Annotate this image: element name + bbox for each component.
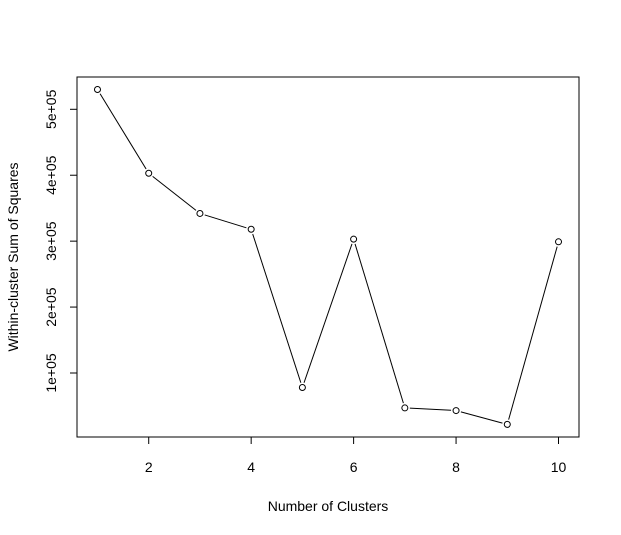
plot-frame bbox=[76, 76, 580, 438]
y-tick-label: 1e+05 bbox=[43, 353, 59, 393]
x-axis-label: Number of Clusters bbox=[268, 498, 389, 514]
y-axis-label: Within-cluster Sum of Squares bbox=[5, 162, 21, 351]
y-tick-label: 3e+05 bbox=[43, 221, 59, 261]
data-point bbox=[555, 238, 563, 246]
data-point bbox=[503, 420, 511, 428]
series bbox=[93, 86, 563, 428]
series-line-segment bbox=[508, 246, 558, 420]
y-tick-label: 4e+05 bbox=[43, 155, 59, 195]
x-tick-label: 8 bbox=[452, 459, 460, 475]
data-point bbox=[401, 404, 409, 412]
data-point bbox=[247, 225, 255, 233]
series-line-segment bbox=[303, 243, 353, 383]
x-tick-label: 10 bbox=[551, 459, 567, 475]
data-point bbox=[196, 209, 204, 217]
y-tick-label: 5e+05 bbox=[43, 89, 59, 129]
series-line-segment bbox=[460, 411, 503, 424]
x-tick-label: 4 bbox=[247, 459, 255, 475]
data-point bbox=[452, 407, 460, 415]
series-line-segment bbox=[99, 93, 147, 170]
data-point bbox=[93, 86, 101, 94]
data-point bbox=[298, 383, 306, 391]
y-axis: 1e+05 2e+05 3e+05 4e+05 5e+05 bbox=[43, 89, 77, 393]
series-line-segment bbox=[204, 214, 247, 229]
series-line-segment bbox=[354, 243, 404, 404]
x-tick-label: 6 bbox=[350, 459, 358, 475]
series-line-segment bbox=[409, 407, 452, 411]
y-tick-label: 2e+05 bbox=[43, 287, 59, 327]
series-line-segment bbox=[252, 233, 302, 383]
data-point bbox=[350, 235, 358, 243]
x-tick-label: 2 bbox=[145, 459, 153, 475]
series-line-segment bbox=[152, 175, 197, 211]
data-point bbox=[145, 169, 153, 177]
x-axis: 2 4 6 8 10 bbox=[145, 437, 567, 475]
